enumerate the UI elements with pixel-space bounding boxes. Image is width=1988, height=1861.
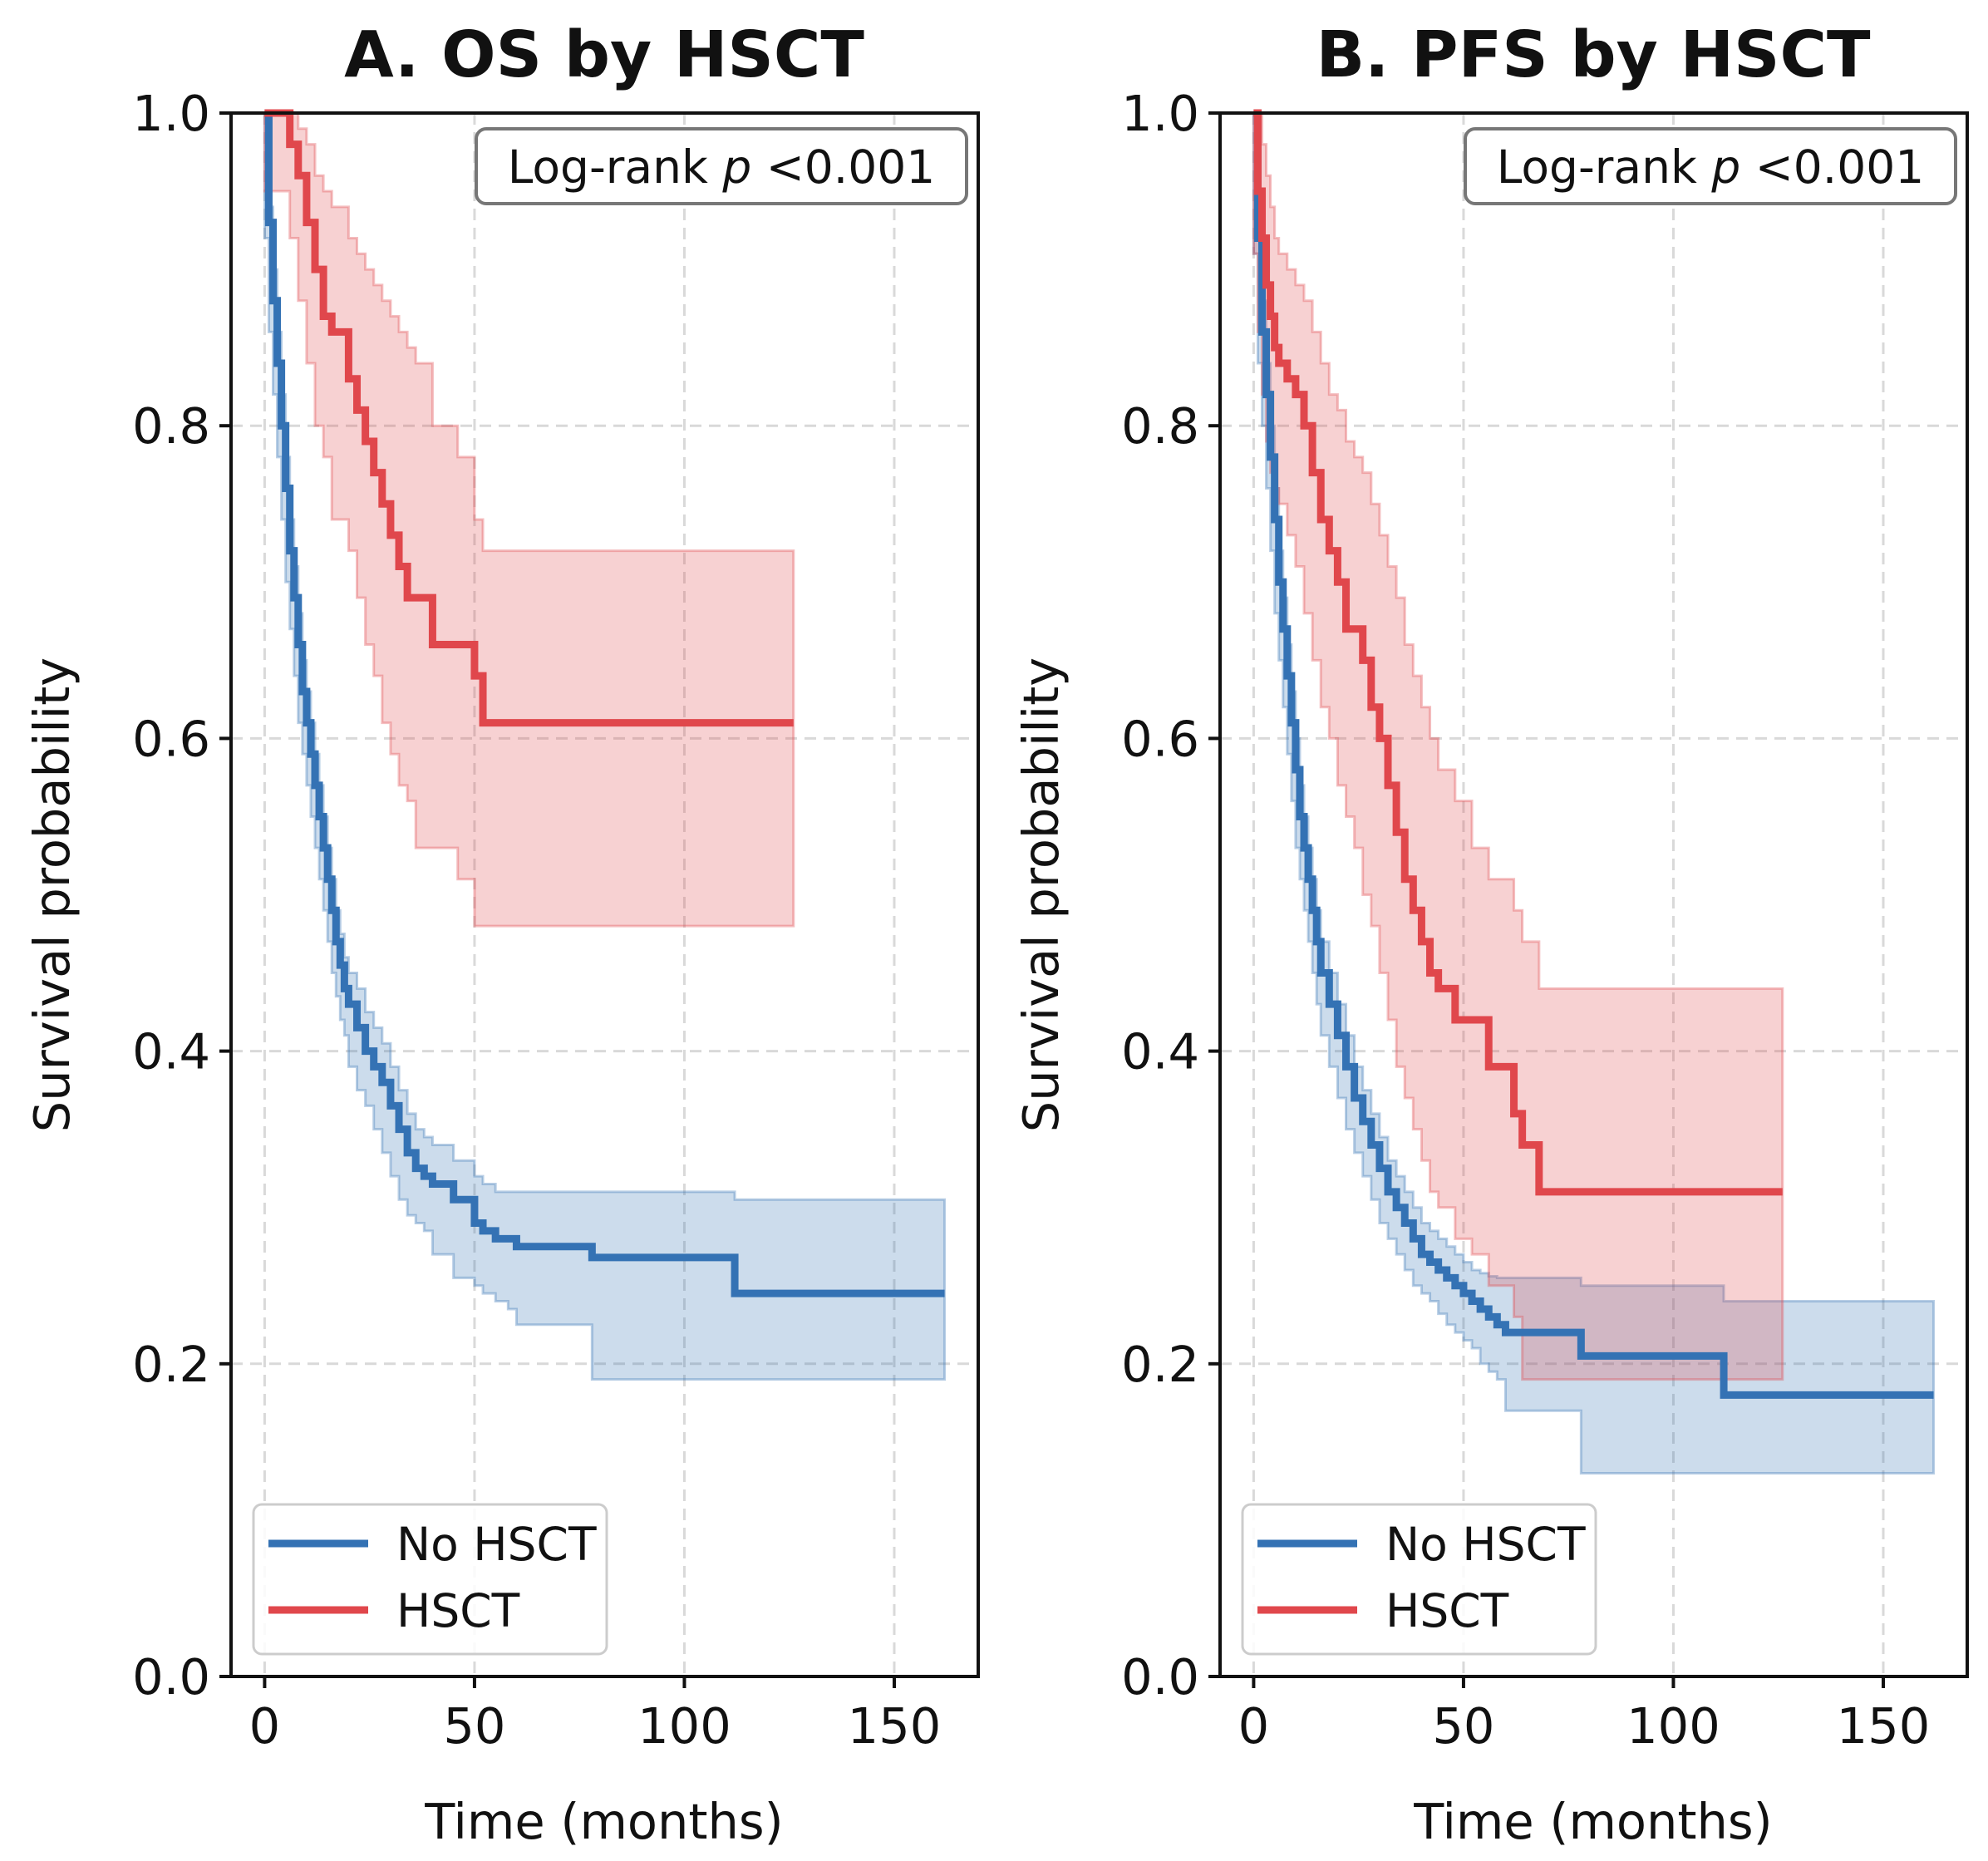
no-hsct-ci-band bbox=[1252, 111, 1936, 1475]
x-tick-label: 100 bbox=[1626, 1697, 1720, 1755]
annotation-suffix: <0.001 bbox=[1740, 140, 1924, 194]
legend-label-no-hsct: No HSCT bbox=[396, 1518, 597, 1571]
x-tick-label: 50 bbox=[1432, 1697, 1494, 1755]
y-axis-label: Survival probability bbox=[23, 657, 81, 1132]
y-tick-label: 1.0 bbox=[132, 85, 210, 142]
annotation-p: p bbox=[721, 140, 751, 194]
legend-label-hsct: HSCT bbox=[396, 1584, 520, 1637]
hsct-ci-band bbox=[263, 111, 795, 928]
hsct-survival-line bbox=[264, 109, 794, 727]
y-tick-label: 0.2 bbox=[1121, 1336, 1199, 1393]
x-tick-label: 50 bbox=[443, 1697, 505, 1755]
legend-label-hsct: HSCT bbox=[1385, 1584, 1509, 1637]
y-tick-label: 0.0 bbox=[1121, 1648, 1199, 1706]
y-tick-label: 0.8 bbox=[1121, 397, 1199, 455]
annotation-prefix: Log-rank bbox=[508, 140, 723, 194]
no-hsct-survival-line bbox=[1253, 109, 1934, 1399]
plot-frame bbox=[1218, 111, 1969, 1678]
y-tick-label: 0.4 bbox=[1121, 1023, 1199, 1081]
y-tick-label: 0.6 bbox=[1121, 710, 1199, 767]
x-tick-label: 150 bbox=[1837, 1697, 1931, 1755]
annotation-p: p bbox=[1710, 140, 1740, 194]
y-tick-label: 0.4 bbox=[132, 1023, 210, 1081]
x-tick-label: 0 bbox=[1238, 1697, 1270, 1755]
annotation-prefix: Log-rank bbox=[1497, 140, 1712, 194]
hsct-survival-line bbox=[1253, 109, 1783, 1196]
x-tick-label: 150 bbox=[848, 1697, 942, 1755]
chart-panel-os: 0 50 100 150 0.0 0.2 0.4 0.6 0.8 1.0 A. OS by HSCT… bbox=[23, 18, 980, 1850]
no-hsct-survival-line bbox=[264, 109, 945, 1297]
log-rank-annotation: Log-rank p <0.001 bbox=[1497, 140, 1925, 194]
y-axis-label: Survival probability bbox=[1012, 657, 1070, 1132]
x-tick-label: 100 bbox=[637, 1697, 731, 1755]
chart-title: A. OS by HSCT bbox=[344, 18, 864, 92]
chart-title: B. PFS by HSCT bbox=[1316, 18, 1871, 92]
log-rank-annotation: Log-rank p <0.001 bbox=[508, 140, 936, 194]
x-tick-label: 0 bbox=[249, 1697, 281, 1755]
annotation-suffix: <0.001 bbox=[751, 140, 935, 194]
y-tick-label: 1.0 bbox=[1121, 85, 1199, 142]
y-tick-label: 0.0 bbox=[132, 1648, 210, 1706]
log-rank-annotation-box bbox=[475, 127, 968, 205]
x-axis-label: Time (months) bbox=[424, 1793, 783, 1850]
log-rank-annotation-box bbox=[1464, 127, 1957, 205]
y-tick-label: 0.6 bbox=[132, 710, 210, 767]
plot-frame bbox=[229, 111, 980, 1678]
chart-panel-pfs: 0 50 100 150 0.0 0.2 0.4 0.6 0.8 1.0 B. PFS by HSC… bbox=[1012, 18, 1969, 1850]
y-tick-label: 0.8 bbox=[132, 397, 210, 455]
x-axis-label: Time (months) bbox=[1413, 1793, 1772, 1850]
no-hsct-ci-band bbox=[263, 111, 947, 1381]
hsct-ci-band bbox=[1252, 111, 1784, 1381]
legend-label-no-hsct: No HSCT bbox=[1385, 1518, 1586, 1571]
y-tick-label: 0.2 bbox=[132, 1336, 210, 1393]
